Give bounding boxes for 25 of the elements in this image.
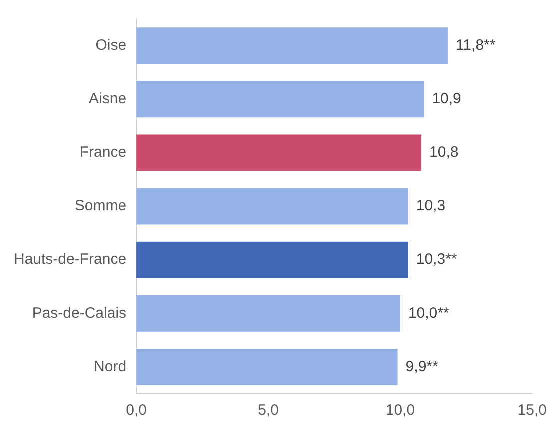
data-label: 10,8 bbox=[430, 144, 459, 162]
y-tick-label: France bbox=[80, 144, 127, 162]
bar bbox=[136, 28, 448, 64]
data-label: 10,9 bbox=[432, 90, 462, 108]
data-label: 9,9** bbox=[406, 358, 438, 376]
bar bbox=[136, 295, 400, 332]
bar bbox=[136, 242, 408, 278]
y-tick-label: Somme bbox=[74, 198, 127, 215]
y-tick-label: Hauts-de-France bbox=[14, 251, 127, 268]
bar bbox=[136, 188, 408, 225]
data-label: 10,3** bbox=[416, 251, 458, 268]
data-label: 11,8** bbox=[456, 36, 496, 54]
x-tick-label: 0,0 bbox=[126, 402, 147, 420]
data-label: 10,3 bbox=[416, 198, 446, 215]
bar bbox=[136, 349, 398, 386]
y-tick-label: Nord bbox=[94, 358, 127, 376]
data-label: 10,0** bbox=[408, 304, 450, 322]
y-tick-label: Pas-de-Calais bbox=[32, 304, 127, 322]
x-tick-label: 10,0 bbox=[386, 402, 416, 420]
y-tick-label: Aisne bbox=[89, 90, 127, 108]
bar bbox=[136, 134, 422, 172]
x-tick-label: 15,0 bbox=[518, 402, 548, 420]
x-tick-label: 5,0 bbox=[258, 402, 279, 420]
bar bbox=[136, 81, 424, 118]
y-tick-label: Oise bbox=[96, 36, 127, 54]
